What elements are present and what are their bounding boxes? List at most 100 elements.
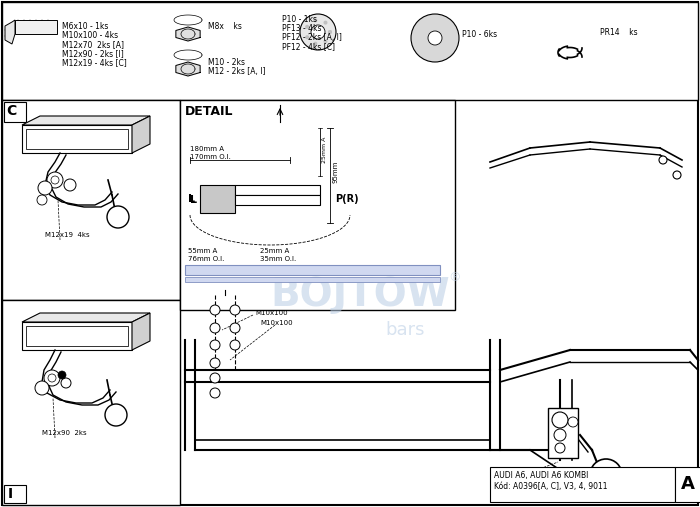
Text: BOJTOW: BOJTOW [270,276,450,314]
Circle shape [673,171,681,179]
Text: 25mm A: 25mm A [322,137,327,163]
Text: M10x100: M10x100 [260,320,293,326]
Circle shape [323,40,328,44]
Bar [26,129,128,149]
Circle shape [328,30,332,34]
Polygon shape [176,62,200,76]
Circle shape [659,156,667,164]
Circle shape [554,429,566,441]
Bar [235,185,320,195]
Circle shape [210,323,220,333]
Circle shape [305,35,309,39]
Text: C: C [6,104,16,118]
Text: P10 - 1ks: P10 - 1ks [282,15,317,24]
Circle shape [323,21,328,25]
Text: M12x19 - 4ks [C]: M12x19 - 4ks [C] [62,58,127,67]
Polygon shape [132,116,150,153]
Text: PF12 - 4ks [C]: PF12 - 4ks [C] [282,42,335,51]
Circle shape [411,14,459,62]
Text: M12x70  2ks: M12x70 2ks [490,480,535,486]
Circle shape [230,323,240,333]
Circle shape [61,378,71,388]
Text: Kód: A0396[A, C], V3, 4, 9011: Kód: A0396[A, C], V3, 4, 9011 [494,482,608,491]
Circle shape [37,195,47,205]
Polygon shape [132,313,150,350]
Bar [4,102,26,122]
Text: 55mm A: 55mm A [188,248,217,254]
Circle shape [47,172,63,188]
Circle shape [35,381,49,395]
Bar [2,100,180,300]
Circle shape [555,443,565,453]
Text: ®: ® [449,272,461,284]
Text: 180mm A: 180mm A [190,146,224,152]
Circle shape [568,417,578,427]
Text: M8x    ks: M8x ks [208,22,242,31]
Text: M12x90 - 2ks [I]: M12x90 - 2ks [I] [62,49,124,58]
Text: M12x19  4ks: M12x19 4ks [45,232,90,238]
Bar [200,185,235,213]
Circle shape [51,176,59,184]
Polygon shape [5,20,15,44]
Circle shape [210,388,220,398]
Circle shape [230,305,240,315]
Circle shape [210,373,220,383]
Polygon shape [22,313,150,322]
Bar [15,20,57,34]
Circle shape [314,42,317,46]
Text: I: I [8,487,13,501]
Circle shape [105,404,127,426]
Circle shape [305,25,309,29]
Text: 76mm O.I.: 76mm O.I. [188,256,225,262]
Circle shape [38,181,52,195]
Text: M10x100: M10x100 [255,310,288,316]
Text: M10 - 2ks: M10 - 2ks [208,58,245,67]
Text: 25mm A: 25mm A [260,248,289,254]
Text: DETAIL: DETAIL [185,105,234,118]
Text: P10 - 6ks: P10 - 6ks [462,30,497,39]
Circle shape [328,30,332,34]
Text: 35mm O.I.: 35mm O.I. [260,256,296,262]
Circle shape [48,374,56,382]
Bar [235,195,320,205]
Text: 95mm: 95mm [333,161,339,183]
Polygon shape [22,116,150,125]
Bar [22,125,132,153]
Circle shape [314,18,317,22]
Circle shape [428,31,442,45]
Bar [185,277,440,282]
Text: M10x100 - 4ks: M10x100 - 4ks [62,31,118,40]
Bar [22,322,132,350]
Text: M12 - 2ks [A, I]: M12 - 2ks [A, I] [208,67,265,76]
Circle shape [552,412,568,428]
Circle shape [107,206,129,228]
Circle shape [590,459,622,491]
Text: M6x10 - 1ks: M6x10 - 1ks [62,22,108,31]
Bar [2,300,180,505]
Bar [675,467,700,502]
Text: A: A [681,475,695,493]
Bar [180,100,455,310]
Circle shape [300,14,336,50]
Text: AUDI A6, AUDI A6 KOMBI: AUDI A6, AUDI A6 KOMBI [494,471,589,480]
Circle shape [311,25,325,39]
Circle shape [44,370,60,386]
Circle shape [210,340,220,350]
Text: bars: bars [385,321,425,339]
Bar [490,467,675,502]
Text: M12x90  2ks: M12x90 2ks [42,430,87,436]
Bar [548,408,578,458]
Text: L: L [188,194,195,204]
Circle shape [210,358,220,368]
Circle shape [64,179,76,191]
Bar [2,2,698,100]
Polygon shape [176,27,200,41]
Text: P(R): P(R) [335,194,358,204]
Bar [26,326,128,346]
Text: PF12 - 2ks [A, I]: PF12 - 2ks [A, I] [282,33,342,42]
Circle shape [210,305,220,315]
Bar [4,485,26,503]
Text: L: L [190,195,197,205]
Bar [185,265,440,275]
Text: PF13 - 4ks: PF13 - 4ks [282,24,321,33]
